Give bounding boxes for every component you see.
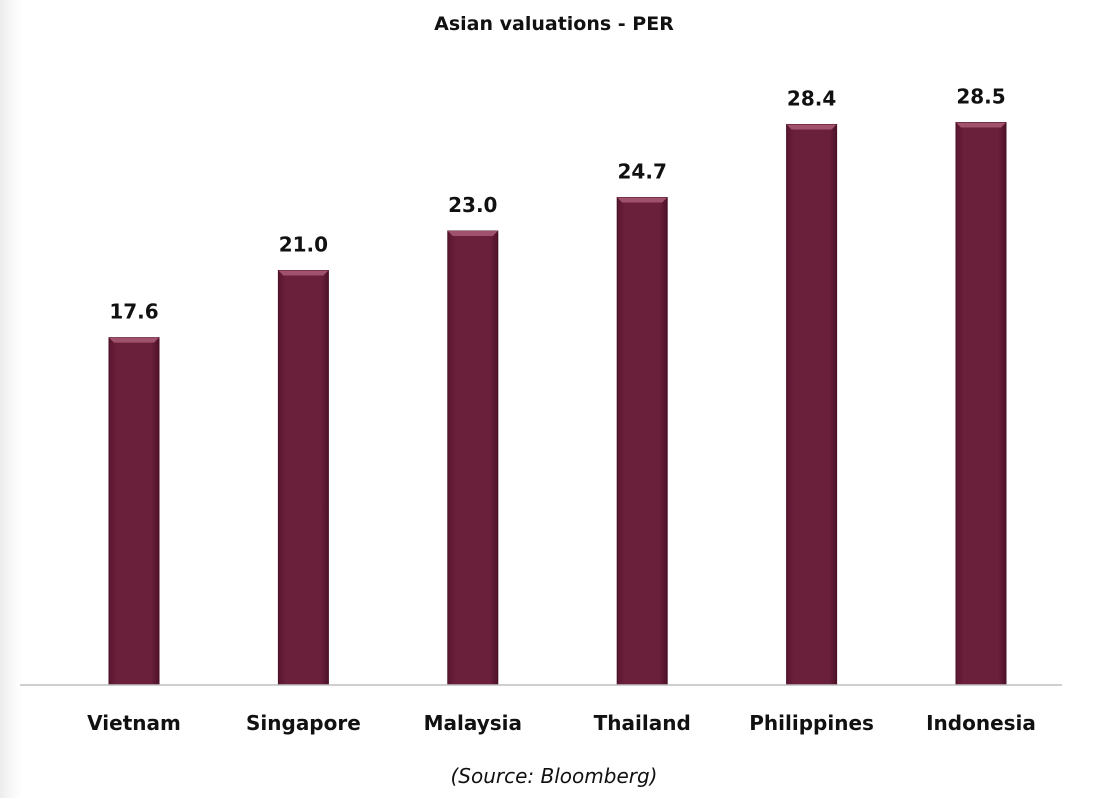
data-label: 21.0: [279, 233, 328, 257]
category-label: Thailand: [594, 711, 691, 735]
category-label: Philippines: [749, 711, 874, 735]
bar-philippines: [786, 123, 838, 686]
data-label: 28.4: [787, 86, 836, 110]
bar-top-highlight: [109, 337, 159, 343]
bar-malaysia: [447, 230, 499, 686]
bar-top-highlight: [278, 270, 329, 276]
bar-indonesia: [955, 122, 1007, 686]
bar-group: 21.0 Singapore: [246, 233, 361, 735]
category-label: Vietnam: [87, 711, 181, 735]
source-note: (Source: Bloomberg): [450, 764, 658, 788]
category-label: Singapore: [246, 711, 361, 735]
category-label: Indonesia: [926, 711, 1036, 735]
data-label: 24.7: [618, 160, 667, 184]
category-label: Malaysia: [424, 711, 522, 735]
bar-group: 28.5 Indonesia: [926, 85, 1036, 736]
bar-top-highlight: [786, 124, 837, 130]
data-label: 28.5: [956, 85, 1005, 109]
bar-group: 23.0 Malaysia: [424, 193, 522, 735]
bar-top-highlight: [617, 197, 668, 203]
bar-singapore: [277, 270, 329, 686]
chart-title: Asian valuations - PER: [434, 13, 674, 35]
bar-group: 28.4 Philippines: [749, 86, 874, 735]
bar-top-highlight: [447, 231, 498, 237]
bar-vietnam: [108, 337, 160, 686]
data-label: 17.6: [109, 300, 158, 324]
bar-top-highlight: [956, 122, 1006, 128]
bar-group: 24.7 Thailand: [594, 160, 691, 736]
data-label: 23.0: [448, 193, 497, 217]
bar-group: 17.6 Vietnam: [87, 300, 181, 735]
bar-thailand: [616, 197, 668, 686]
